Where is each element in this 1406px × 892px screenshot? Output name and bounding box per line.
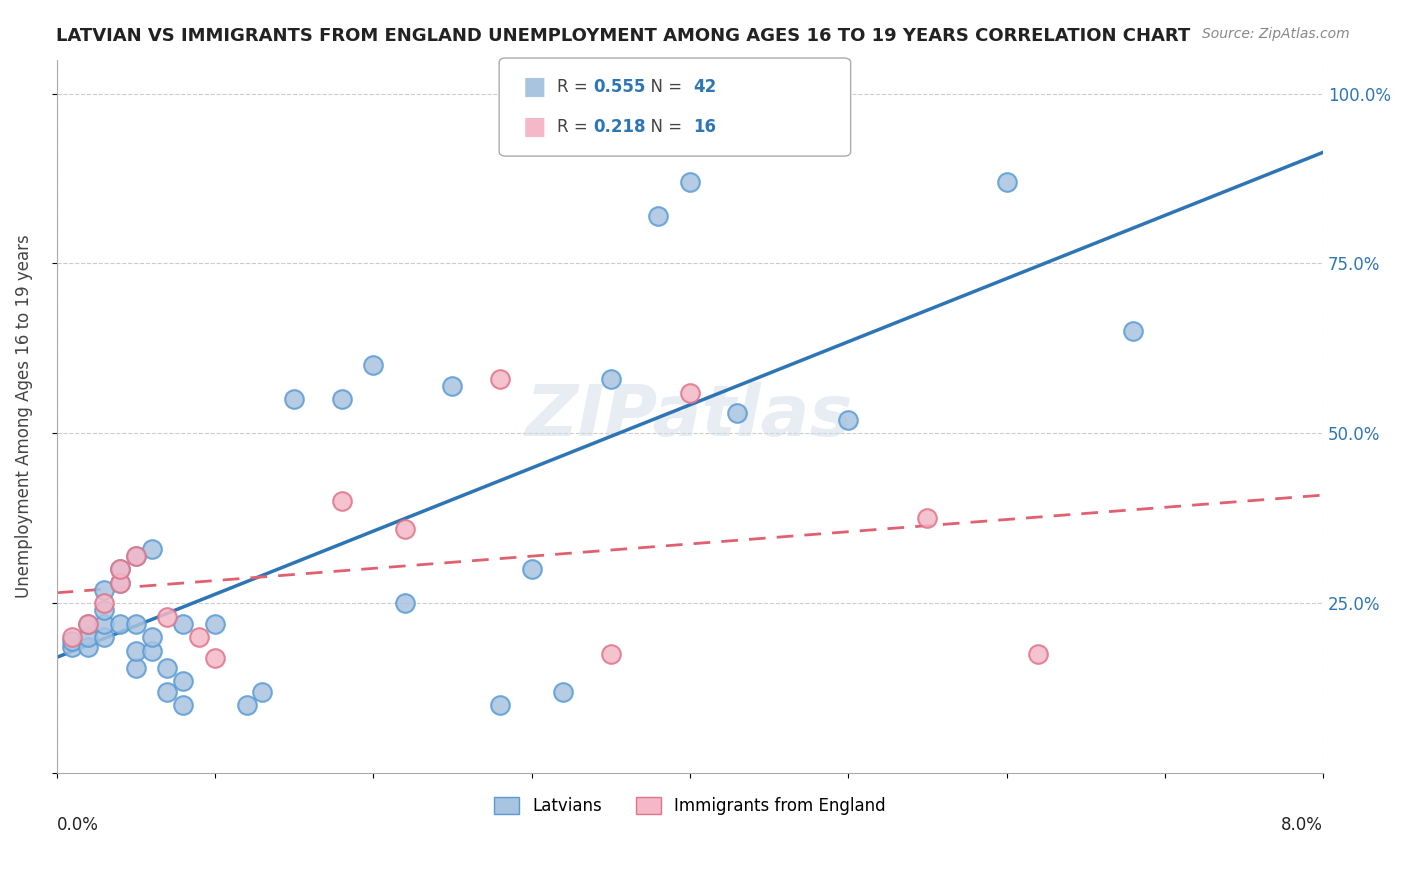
Point (837, 413, 859, 427)
Text: 8.0%: 8.0% (1281, 816, 1323, 834)
Point (62, 633, 84, 648)
Point (252, 684, 274, 698)
Text: 0.218: 0.218 (593, 118, 645, 136)
Text: R =: R = (557, 118, 598, 136)
Text: 42: 42 (693, 78, 717, 96)
Point (995, 175, 1018, 189)
Point (188, 630, 211, 644)
Point (361, 359, 384, 373)
Point (141, 644, 163, 658)
Text: N =: N = (640, 78, 692, 96)
Point (1026, 647, 1049, 661)
Point (394, 596, 416, 610)
Point (125, 644, 148, 658)
Point (108, 616, 131, 631)
Point (172, 616, 194, 631)
Point (125, 661, 148, 675)
Text: 0.555: 0.555 (593, 78, 645, 96)
Point (125, 549, 148, 563)
Text: 16: 16 (693, 118, 716, 136)
Point (93, 596, 115, 610)
Text: ■: ■ (523, 76, 547, 99)
Point (125, 549, 148, 563)
Point (330, 392, 353, 407)
Text: Source: ZipAtlas.com: Source: ZipAtlas.com (1202, 27, 1350, 41)
Point (62, 630, 84, 644)
Text: N =: N = (640, 118, 692, 136)
Point (77, 630, 100, 644)
Point (62, 640, 84, 655)
Point (156, 610, 179, 624)
Point (1122, 325, 1144, 339)
Point (93, 603, 115, 617)
Point (647, 209, 669, 223)
Point (108, 562, 131, 576)
Point (441, 379, 464, 393)
Legend: Latvians, Immigrants from England: Latvians, Immigrants from England (488, 790, 893, 822)
Point (204, 616, 226, 631)
Text: ZIPatlas: ZIPatlas (526, 382, 853, 450)
Point (77, 616, 100, 631)
Text: LATVIAN VS IMMIGRANTS FROM ENGLAND UNEMPLOYMENT AMONG AGES 16 TO 19 YEARS CORREL: LATVIAN VS IMMIGRANTS FROM ENGLAND UNEMP… (56, 27, 1191, 45)
Point (108, 562, 131, 576)
Point (520, 562, 543, 576)
Point (77, 616, 100, 631)
Point (599, 647, 621, 661)
Point (156, 684, 179, 698)
Text: ■: ■ (523, 115, 547, 138)
Point (108, 575, 131, 590)
Point (917, 511, 939, 525)
Point (156, 661, 179, 675)
Y-axis label: Unemployment Among Ages 16 to 19 years: Unemployment Among Ages 16 to 19 years (15, 235, 32, 599)
Point (489, 698, 512, 713)
Point (235, 698, 257, 713)
Point (141, 541, 163, 556)
Point (172, 698, 194, 713)
Point (108, 575, 131, 590)
Point (93, 616, 115, 631)
Point (330, 494, 353, 508)
Point (93, 582, 115, 597)
Point (725, 406, 748, 420)
Point (679, 175, 702, 189)
Point (141, 630, 163, 644)
Point (204, 650, 226, 665)
Point (93, 630, 115, 644)
Point (553, 684, 575, 698)
Point (77, 640, 100, 655)
Text: 0.0%: 0.0% (56, 816, 98, 834)
Point (489, 372, 512, 386)
Text: R =: R = (557, 78, 598, 96)
Point (394, 522, 416, 536)
Point (125, 616, 148, 631)
Point (679, 385, 702, 400)
Point (283, 392, 305, 407)
Point (172, 674, 194, 689)
Point (599, 372, 621, 386)
